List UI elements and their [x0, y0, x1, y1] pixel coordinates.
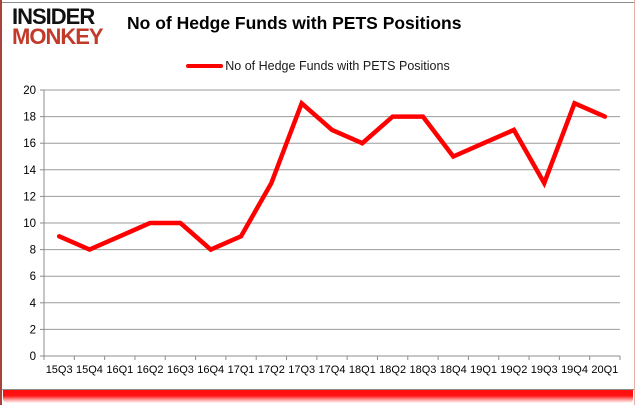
y-tick-label: 0: [30, 351, 36, 363]
bottom-red-bar: [3, 390, 633, 403]
x-tick-label: 19Q4: [561, 364, 588, 376]
x-tick-label: 15Q3: [46, 364, 73, 376]
y-tick-label: 16: [23, 138, 36, 150]
x-tick-label: 17Q4: [319, 364, 346, 376]
line-chart: 0 2 4 6 8 10 12 14 16 18 20 15Q3 15Q4 16Q1 16Q2 16Q3 16Q…: [23, 85, 621, 376]
logo-word-insider: INSIDER: [12, 4, 95, 29]
x-tick-label: 20Q1: [591, 364, 618, 376]
y-tick-label: 10: [23, 218, 36, 230]
y-tick-label: 20: [23, 85, 36, 97]
logo-word-monkey: MONKEY: [12, 24, 104, 50]
y-tick-label: 12: [23, 191, 36, 203]
x-tick-label: 19Q1: [470, 364, 497, 376]
x-tick-label: 17Q1: [228, 364, 255, 376]
bottom-border-line: [2, 389, 634, 390]
x-tick-label: 18Q1: [349, 364, 376, 376]
x-tick-label: 16Q2: [137, 364, 164, 376]
insider-monkey-logo: INSIDER MONKEY: [12, 4, 104, 50]
legend-label: No of Hedge Funds with PETS Positions: [225, 59, 450, 73]
x-tick-label: 16Q3: [167, 364, 194, 376]
y-tick-label: 8: [30, 245, 36, 257]
x-tick-label: 17Q3: [288, 364, 315, 376]
y-tick-label: 18: [23, 112, 36, 124]
y-tick-label: 14: [23, 165, 36, 177]
y-tick-label: 6: [30, 271, 36, 283]
x-tick-label: 15Q4: [76, 364, 103, 376]
chart-title: No of Hedge Funds with PETS Positions: [127, 13, 462, 33]
x-tick-label: 19Q2: [500, 364, 527, 376]
legend-line-swatch: [186, 64, 224, 68]
y-tick-label: 4: [30, 298, 37, 310]
x-tick-label: 16Q4: [197, 364, 224, 376]
x-tick-label: 18Q2: [379, 364, 406, 376]
data-line: [56, 99, 608, 253]
x-tick-label: 18Q4: [440, 364, 467, 376]
y-tick-label: 2: [30, 324, 36, 336]
x-tick-label: 18Q3: [409, 364, 436, 376]
x-tick-label: 17Q2: [258, 364, 285, 376]
x-tick-label: 19Q3: [531, 364, 558, 376]
top-border-line: [2, 2, 634, 3]
x-tick-label: 16Q1: [106, 364, 133, 376]
chart-legend: No of Hedge Funds with PETS Positions: [2, 59, 634, 73]
